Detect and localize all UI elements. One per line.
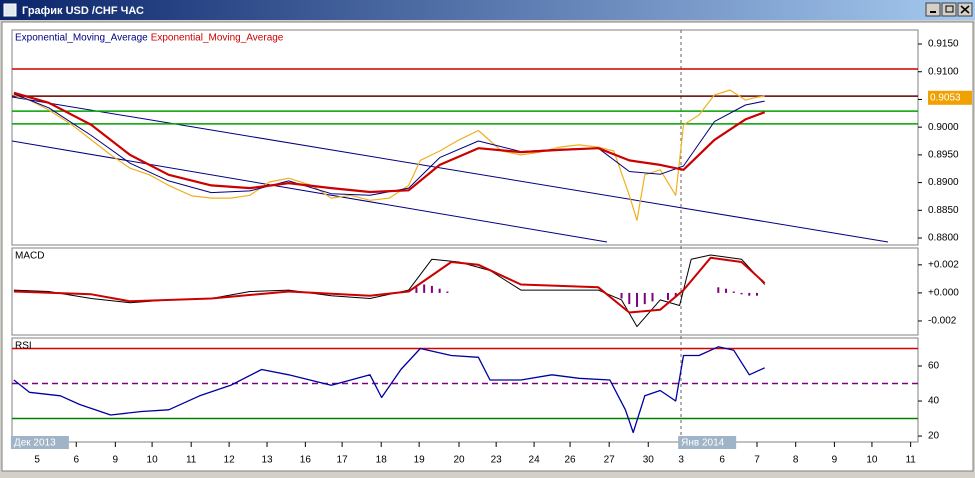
histogram-bar <box>756 292 759 296</box>
y-tick-label: 0.9100 <box>928 66 959 77</box>
panel-label: RSI <box>15 341 32 352</box>
last-price-label: 0.9053 <box>930 92 961 103</box>
x-tick-label: 6 <box>719 455 725 466</box>
x-tick-label: 26 <box>565 455 577 466</box>
series-line <box>13 91 766 194</box>
period-label: Янв 2014 <box>681 438 725 449</box>
y-tick-label: 0.8900 <box>928 177 959 188</box>
x-tick-label: 5 <box>34 455 40 466</box>
histogram-bar <box>725 288 728 293</box>
x-tick-label: 27 <box>604 455 616 466</box>
series-line <box>13 93 765 196</box>
window-title: График USD /CHF ЧАС <box>22 5 144 17</box>
minimize-button[interactable] <box>925 2 941 17</box>
histogram-bar <box>620 292 623 299</box>
series-line <box>13 346 765 434</box>
histogram-bar <box>438 288 441 293</box>
trend-lines <box>12 96 889 243</box>
x-tick-label: 9 <box>832 455 838 466</box>
x-tick-label: 16 <box>300 455 312 466</box>
histogram-bar <box>732 291 735 293</box>
y-tick-label: 0.8950 <box>928 150 959 161</box>
histogram-bar <box>446 291 449 293</box>
x-tick-label: 9 <box>113 455 119 466</box>
histogram-bar <box>423 284 426 293</box>
window-icon <box>3 3 17 17</box>
x-tick-label: 19 <box>414 455 426 466</box>
period-label-box <box>10 436 69 449</box>
x-tick-label: 23 <box>491 455 503 466</box>
period-label: Дек 2013 <box>14 438 56 449</box>
title-bar <box>0 0 975 20</box>
histogram-bar <box>643 292 646 305</box>
maximize-button[interactable] <box>941 2 957 17</box>
x-tick-label: 6 <box>73 455 79 466</box>
series-line <box>13 256 766 314</box>
histogram-bar <box>628 292 631 305</box>
x-tick-label: 11 <box>905 455 916 466</box>
histogram-bar <box>651 292 654 302</box>
x-tick-label: 18 <box>376 455 388 466</box>
x-tick-label: 10 <box>147 455 159 466</box>
x-tick-label: 8 <box>793 455 799 466</box>
x-tick-label: 30 <box>643 455 655 466</box>
histogram-bar <box>717 287 720 293</box>
x-tick-label: 3 <box>678 455 684 466</box>
x-tick-label: 11 <box>186 455 197 466</box>
rsi-panel <box>11 337 919 443</box>
last-price-box <box>928 90 972 105</box>
y-tick-label: -0.002 <box>928 316 957 327</box>
panel-label: MACD <box>15 251 44 262</box>
y-tick-label: 0.8800 <box>928 233 959 244</box>
series-line <box>13 89 765 221</box>
trend-line <box>12 140 608 243</box>
y-tick-label: +0.000 <box>928 288 959 299</box>
histogram-bar <box>430 285 433 293</box>
histogram-bar <box>666 292 669 300</box>
x-tick-label: 24 <box>529 455 541 466</box>
y-tick-label: 20 <box>928 431 940 442</box>
y-tick-label: 60 <box>928 361 940 372</box>
y-tick-label: 0.9150 <box>928 39 959 50</box>
histogram-bar <box>740 292 743 295</box>
x-tick-label: 17 <box>337 455 349 466</box>
histogram-bar <box>674 292 677 298</box>
y-tick-label: 0.9000 <box>928 122 959 133</box>
x-tick-label: 7 <box>754 455 760 466</box>
period-label-box <box>678 436 737 449</box>
x-tick-label: 12 <box>224 455 236 466</box>
window-buttons <box>925 2 973 17</box>
x-tick-label: 20 <box>453 455 465 466</box>
histogram-bar <box>636 292 639 307</box>
legend-entry: Exponential_Moving_Average <box>151 33 284 44</box>
histogram-bar <box>415 287 418 293</box>
legend-entry: Exponential_Moving_Average <box>15 33 148 44</box>
macd-panel <box>11 247 919 336</box>
histogram-bar <box>748 292 751 296</box>
x-tick-label: 13 <box>261 455 273 466</box>
x-tick-label: 10 <box>866 455 878 466</box>
y-tick-label: 0.8850 <box>928 205 959 216</box>
y-tick-label: 40 <box>928 396 940 407</box>
trend-line <box>12 96 889 243</box>
y-tick-label: +0.002 <box>928 259 959 270</box>
